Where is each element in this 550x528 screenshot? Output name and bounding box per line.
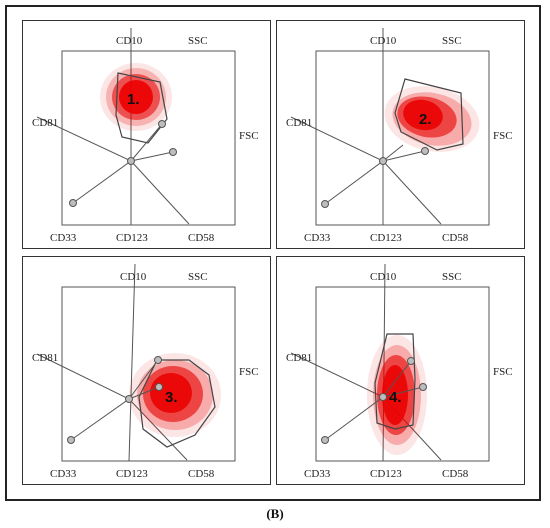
population-gate: [115, 72, 168, 144]
cd33-anchor-node: [321, 436, 329, 444]
axis-label-cd81: CD81: [286, 352, 312, 364]
axis-label-fsc: FSC: [239, 366, 259, 378]
ssc-spoke: [128, 359, 159, 400]
axis-label-cd58: CD58: [188, 468, 215, 480]
population-gate: [374, 333, 416, 430]
ssc-anchor-node: [158, 120, 166, 128]
cd81-spoke: [36, 116, 132, 162]
plot-area-frame: [61, 50, 236, 226]
cd58-spoke: [128, 398, 188, 461]
axis-label-cd123: CD123: [370, 232, 402, 244]
population-label: 4.: [389, 389, 402, 406]
axis-label-ssc: SSC: [188, 271, 208, 283]
fsc-high-spoke: [130, 123, 163, 162]
center-node: [379, 393, 387, 401]
axis-label-cd10: CD10: [116, 35, 143, 47]
axis-label-cd58: CD58: [188, 232, 215, 244]
population-gate: [394, 78, 464, 151]
population-cloud: [129, 353, 221, 437]
cd33-anchor-node: [67, 436, 75, 444]
radviz-panel-3: 3. CD10 SSC CD81 FSC CD33 CD123 CD58: [22, 256, 271, 485]
fsc-spoke: [130, 151, 174, 162]
axis-label-cd123: CD123: [116, 232, 148, 244]
center-node: [125, 395, 133, 403]
ssc-spoke: [382, 144, 404, 162]
axis-label-cd33: CD33: [50, 468, 77, 480]
axis-label-ssc: SSC: [188, 35, 208, 47]
fsc-anchor-node: [169, 148, 177, 156]
cd33-spoke: [324, 160, 384, 205]
axis-label-fsc: FSC: [493, 366, 513, 378]
panel-3-plot: 3. CD10 SSC CD81 FSC CD33 CD123 CD58: [32, 263, 259, 480]
panel-2-plot: 2. CD10 SSC CD81 FSC CD33 CD123 CD58: [286, 28, 513, 244]
figure-outer-frame: [5, 5, 541, 501]
population-label: 3.: [165, 389, 178, 406]
population-gate: [138, 359, 216, 448]
panel-4-plot: 4. CD10 SSC CD81 FSC CD33 CD123 CD58: [286, 263, 513, 480]
axis-label-cd10: CD10: [120, 271, 147, 283]
plot-area-frame: [61, 286, 236, 462]
cd58-spoke: [382, 160, 442, 225]
population-label: 1.: [127, 91, 140, 108]
plot-area-frame: [315, 286, 490, 462]
cd33-spoke: [324, 396, 384, 441]
axis-label-cd10: CD10: [370, 35, 397, 47]
axis-label-fsc: FSC: [239, 130, 259, 142]
cd81-spoke: [290, 352, 384, 398]
axis-label-cd58: CD58: [442, 232, 469, 244]
fsc-spoke: [382, 386, 424, 398]
panel-1-plot: 1. CD10 SSC CD81 FSC CD33 CD123 CD58: [32, 28, 259, 244]
cd81-spoke: [36, 353, 130, 400]
ssc-anchor-node: [407, 357, 415, 365]
ssc-anchor-node: [154, 356, 162, 364]
cd81-spoke: [290, 116, 384, 162]
population-label: 2.: [419, 111, 432, 128]
center-node: [127, 157, 135, 165]
center-node: [379, 157, 387, 165]
cd33-spoke: [70, 398, 130, 441]
cd58-spoke: [130, 160, 190, 225]
fsc-spoke: [382, 150, 426, 162]
plot-area-frame: [315, 50, 490, 226]
fsc-anchor-node: [419, 383, 427, 391]
axis-label-cd123: CD123: [116, 468, 148, 480]
ssc-spoke: [382, 360, 412, 398]
cd10-cd123-axis: [382, 263, 386, 462]
axis-label-cd123: CD123: [370, 468, 402, 480]
fsc-anchor-node: [421, 147, 429, 155]
axis-label-cd81: CD81: [32, 117, 58, 129]
axis-label-cd33: CD33: [50, 232, 77, 244]
fsc-anchor-node: [155, 383, 163, 391]
figure-caption: (B): [266, 506, 284, 521]
radviz-panel-1: 1. CD10 SSC CD81 FSC CD33 CD123 CD58: [22, 20, 271, 249]
axis-label-cd81: CD81: [286, 117, 312, 129]
fsc-spoke: [128, 386, 160, 400]
axis-label-cd81: CD81: [32, 352, 58, 364]
axis-label-cd10: CD10: [370, 271, 397, 283]
cd33-spoke: [72, 160, 132, 204]
cd33-anchor-node: [69, 199, 77, 207]
axis-label-ssc: SSC: [442, 271, 462, 283]
axis-label-cd58: CD58: [442, 468, 469, 480]
cd10-cd123-axis: [128, 263, 136, 462]
cd33-anchor-node: [321, 200, 329, 208]
radviz-panel-2: 2. CD10 SSC CD81 FSC CD33 CD123 CD58: [276, 20, 525, 249]
axis-label-ssc: SSC: [442, 35, 462, 47]
radviz-panel-4: 4. CD10 SSC CD81 FSC CD33 CD123 CD58: [276, 256, 525, 485]
axis-label-cd33: CD33: [304, 232, 331, 244]
axis-label-cd33: CD33: [304, 468, 331, 480]
axis-label-fsc: FSC: [493, 130, 513, 142]
